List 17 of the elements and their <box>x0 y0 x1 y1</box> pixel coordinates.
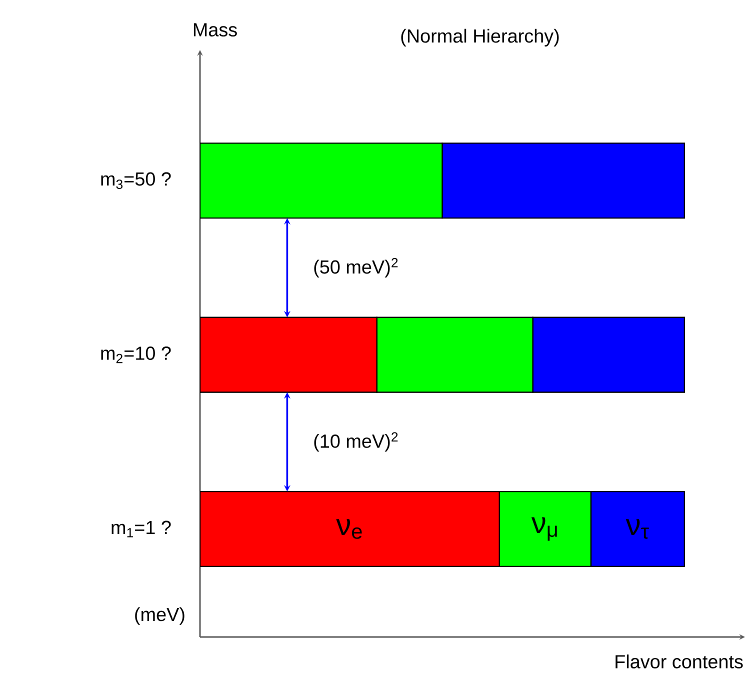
annotation: (50 meV)$^{2}$ <box>314 258 398 278</box>
text: (meV) <box>135 607 184 625</box>
y-tick-label: m$_{3}$=50 ? <box>101 172 171 189</box>
series-label: ν$_{e}$ <box>336 519 362 539</box>
chart-title: (Normal Hierarchy) <box>401 28 559 46</box>
x-axis-title: Flavor contents <box>616 654 743 668</box>
y-tick-label: m$_{2}$=10 ? <box>101 346 171 364</box>
bar <box>376 316 534 393</box>
y-tick-label: m$_{1}$=1 ? <box>112 520 171 538</box>
y-axis-title: Mass <box>194 23 237 36</box>
bar <box>200 490 500 568</box>
series-label: ν$_{μ}$ <box>531 517 557 541</box>
bar <box>200 316 378 393</box>
series-label: ν$_{τ}$ <box>626 519 649 539</box>
bar <box>200 142 443 219</box>
annotation: (10 meV)$^{2}$ <box>314 432 398 452</box>
bar <box>498 490 592 568</box>
